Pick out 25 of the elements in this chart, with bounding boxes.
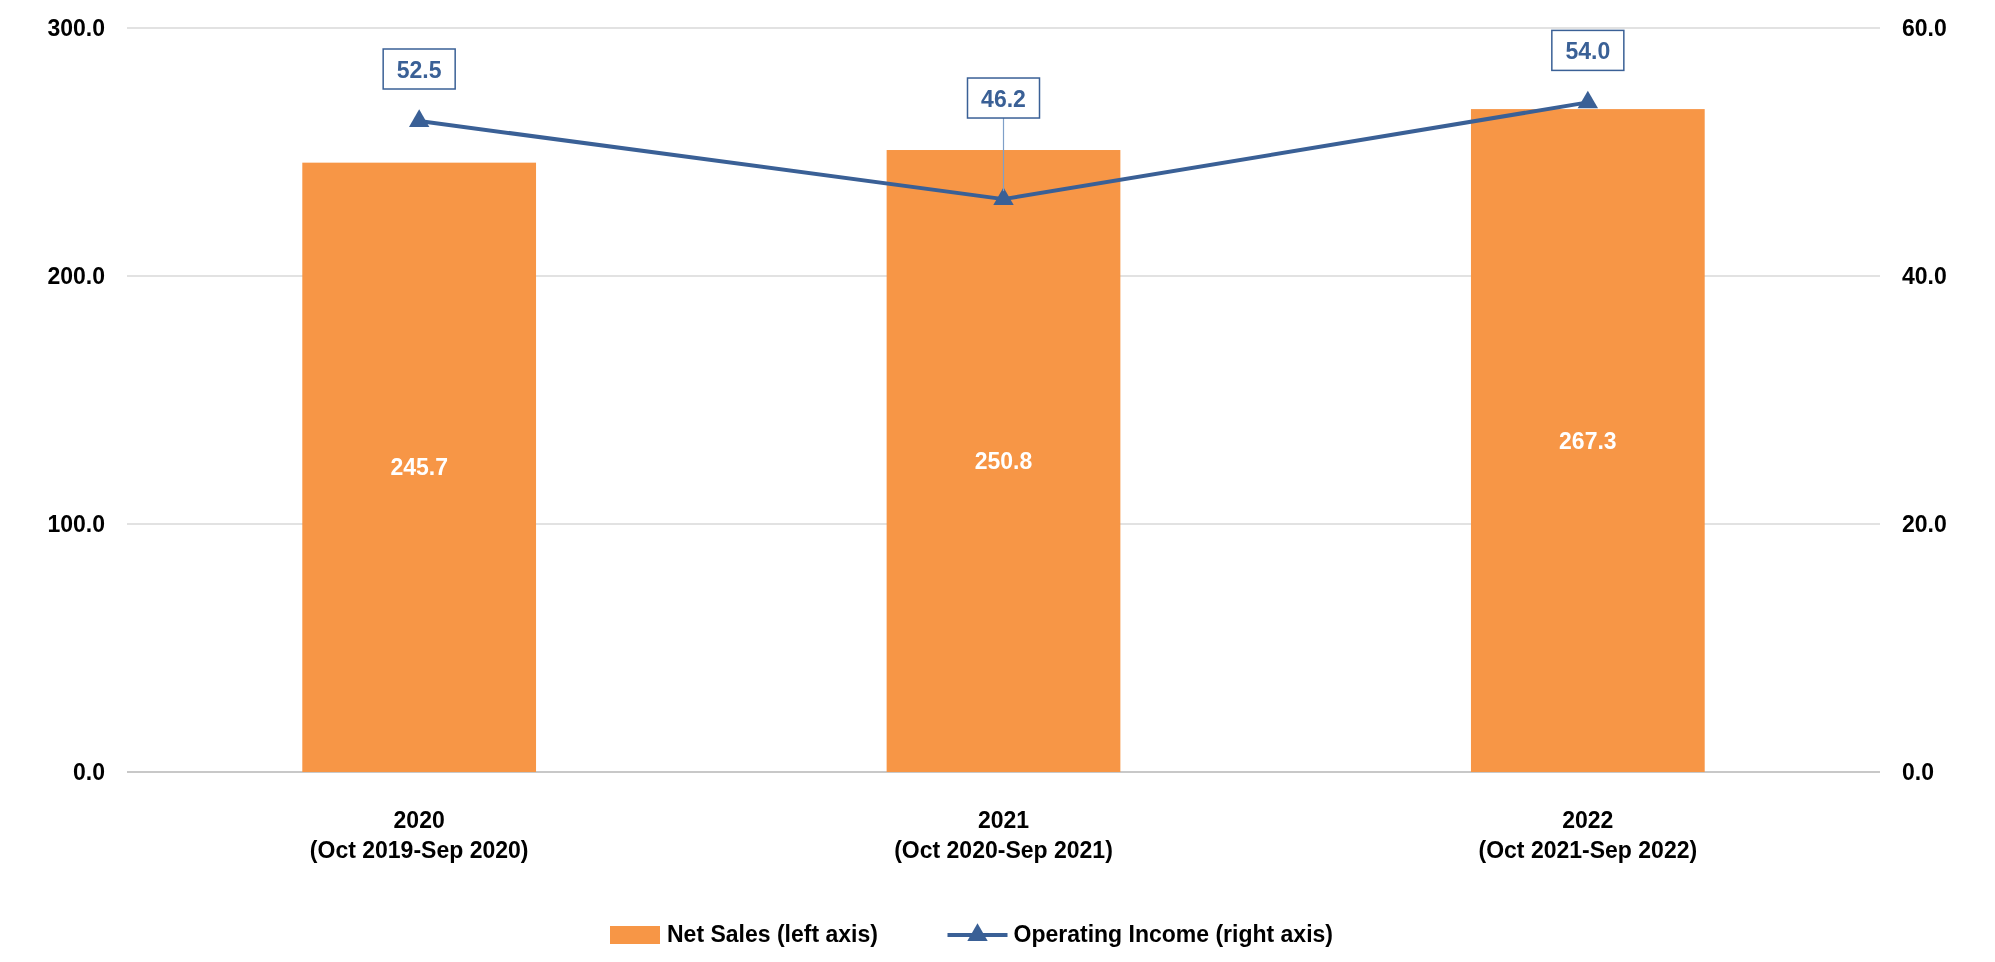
legend-label: Net Sales (left axis)	[667, 921, 878, 947]
y2-tick-label: 0.0	[1902, 759, 1934, 785]
point	[993, 187, 1014, 206]
x-tick-label: 2022 (Oct 2021-Sep 2022)	[1478, 807, 1698, 863]
bar	[886, 150, 1121, 772]
y2-tick-label: 40.0	[1902, 263, 1947, 289]
y2-tick-label: 60.0	[1902, 15, 1947, 41]
point	[408, 109, 430, 127]
y-tick-label: 0.0	[73, 759, 105, 785]
y-tick-label: 200.0	[47, 263, 105, 289]
x-tick-label: 2021 (Oct 2020-Sep 2021)	[894, 807, 1113, 863]
point	[1577, 90, 1599, 109]
y-tick-label: 300.0	[47, 15, 105, 41]
data-label: 54.0	[1565, 38, 1611, 65]
legend-label: Operating Income (right axis)	[1013, 921, 1333, 947]
y-tick-label: 100.0	[47, 511, 105, 537]
data-label: 250.8	[974, 448, 1033, 475]
data-label: 52.5	[396, 57, 442, 83]
data-label: 267.3	[1559, 427, 1617, 454]
data-label: 245.7	[390, 454, 448, 481]
y2-tick-label: 20.0	[1902, 511, 1947, 537]
bar	[302, 162, 537, 772]
x-tick-label: 2020 (Oct 2019-Sep 2020)	[309, 807, 529, 863]
bar	[1470, 109, 1705, 772]
data-label: 46.2	[981, 86, 1026, 113]
